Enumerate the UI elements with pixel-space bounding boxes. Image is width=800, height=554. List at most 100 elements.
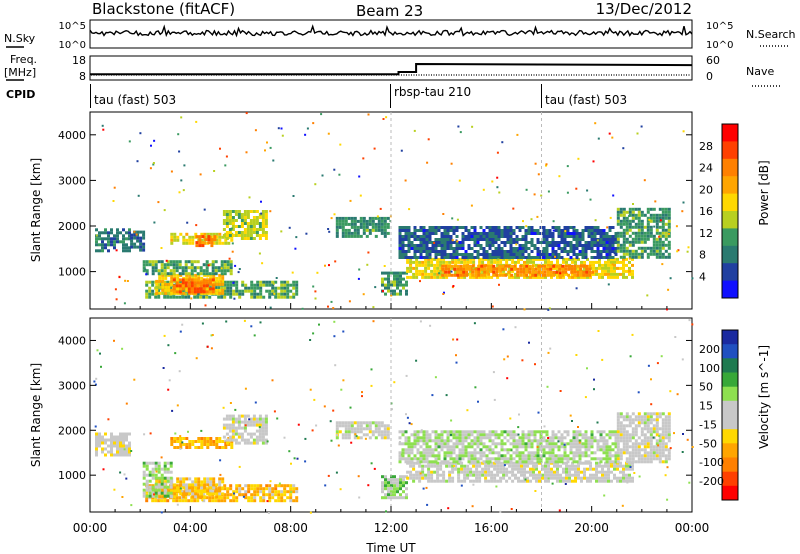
power-cell [327,305,329,308]
velocity-cell [157,491,161,495]
velocity-cell [658,439,662,443]
velocity-cell [427,476,431,480]
power-cell [543,273,547,277]
power-cell [584,229,588,232]
power-cell [258,234,262,237]
power-cell [596,247,600,250]
power-cell [155,291,159,295]
velocity-cell [563,443,566,446]
velocity-cell [402,490,405,494]
velocity-cell [460,479,464,483]
velocity-cell [173,446,177,449]
velocity-cell [643,457,647,461]
power-cell [655,219,659,223]
velocity-cell [488,448,492,452]
power-cell [563,232,567,235]
velocity-cell [646,418,650,422]
velocity-cell [154,467,158,471]
power-cell [590,250,594,253]
power-cell [476,238,480,241]
velocity-cell [485,433,489,437]
velocity-cell [467,430,471,434]
velocity-cell [174,432,177,435]
velocity-cell [601,467,604,471]
velocity-cell [631,448,635,452]
velocity-cell [214,499,218,503]
velocity-cell [652,430,656,434]
power-cell [605,238,609,241]
power-cell [217,266,221,270]
velocity-cell [342,330,345,333]
power-cell [252,228,256,231]
power-cell [259,295,263,299]
power-cell [613,260,616,264]
velocity-cell [163,470,167,474]
power-cell [407,241,411,244]
velocity-cell [449,439,453,443]
velocity-cell [401,454,405,458]
velocity-cell [491,439,495,443]
power-cell [646,237,650,241]
power-cell [439,269,443,273]
velocity-cell [547,467,550,471]
velocity-cell [101,438,104,442]
velocity-cell [475,476,479,480]
power-cell [184,263,188,267]
power-cell [374,222,378,226]
velocity-cell [463,464,467,468]
y-tick-label: 2000 [58,220,86,233]
power-cell [419,250,423,253]
velocity-cell [350,430,354,434]
power-cell [215,291,219,295]
velocity-cell [197,437,201,440]
power-cell [151,292,155,296]
velocity-cell [452,430,456,434]
velocity-cell [188,443,192,446]
power-cell [462,267,466,271]
power-cell [511,269,515,273]
power-cell [555,264,559,268]
velocity-cell [384,484,387,488]
power-cell [451,239,454,242]
power-cell [519,267,523,271]
power-cell [613,257,616,261]
power-cell [598,266,601,270]
power-cell [373,147,376,150]
velocity-cell [125,435,128,439]
power-cell [631,210,635,214]
velocity-cell [271,496,275,500]
velocity-cell [608,454,612,458]
velocity-cell [547,473,550,477]
velocity-cell [571,467,574,471]
velocity-cell [655,424,659,428]
velocity-cell [386,433,390,437]
velocity-cell [553,464,556,468]
velocity-cell [401,451,405,455]
velocity-cell [622,445,626,449]
power-cell [145,283,149,287]
velocity-cell [473,442,477,446]
power-cell [385,116,388,119]
power-cell [271,289,275,293]
velocity-cell [479,442,483,446]
power-cell [483,270,487,274]
velocity-cell [420,429,423,432]
power-cell [198,244,202,248]
power-cell [469,257,473,261]
power-cell [445,260,449,264]
velocity-cell [404,439,408,443]
power-cell [643,213,647,217]
power-cell [245,151,248,154]
power-cell [604,269,607,273]
velocity-cell [491,451,495,455]
power-cell [101,124,104,127]
velocity-cell [356,421,360,425]
velocity-cell [631,479,634,483]
power-cell [226,280,230,284]
velocity-cell [399,496,402,500]
power-cell [220,286,224,290]
velocity-cell [545,433,549,437]
velocity-cell [264,441,268,445]
velocity-cell [443,430,447,434]
velocity-cell [258,426,262,430]
